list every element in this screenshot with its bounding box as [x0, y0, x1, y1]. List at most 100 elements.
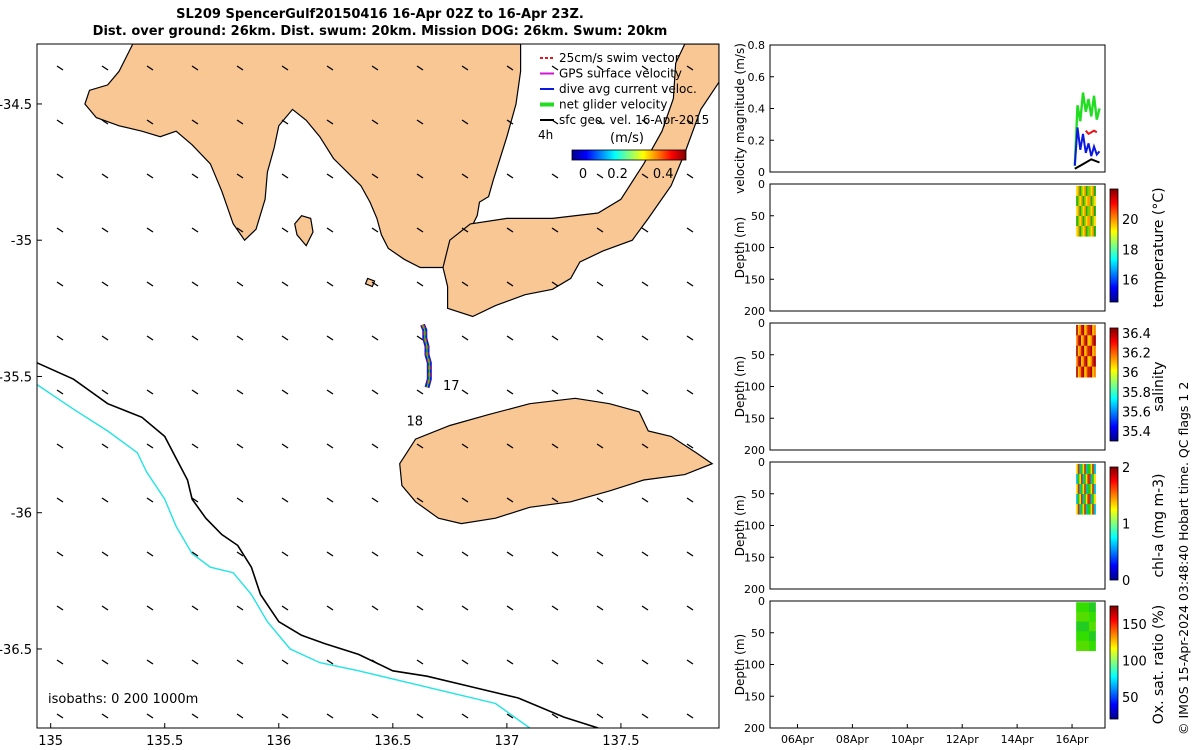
colorbar-label: (m/s): [610, 131, 644, 146]
heatmap-cell: [1080, 205, 1084, 217]
sfc-vector: [551, 389, 559, 395]
sfc-vector: [596, 713, 604, 719]
sfc-vector: [146, 389, 154, 395]
sfc-vector: [56, 443, 64, 449]
heatmap-cell: [1090, 463, 1093, 475]
heatmap-cell: [1076, 185, 1079, 197]
sfc-vector: [416, 65, 424, 71]
heatmap-cell: [1085, 621, 1088, 632]
heatmap-cell: [1084, 611, 1087, 623]
sfc-vector: [461, 335, 469, 341]
sfc-vector: [686, 443, 694, 449]
heatmap-cell: [1085, 345, 1088, 357]
heatmap-cell: [1079, 195, 1082, 207]
isobath-200: [37, 362, 599, 728]
heatmap-cell: [1084, 324, 1087, 336]
sfc-vector: [146, 227, 154, 233]
legend-entry: dive avg current veloc.: [559, 82, 697, 96]
sfc-vector: [506, 497, 514, 503]
time-xtick-label: 06Apr: [781, 733, 815, 746]
heatmap-cell: [1090, 356, 1093, 368]
heatmap-cell: [1093, 366, 1096, 378]
map-xtick-label: 135: [38, 734, 63, 749]
heatmap-cell: [1093, 483, 1096, 495]
sfc-vector: [416, 659, 424, 665]
sfc-vector: [461, 389, 469, 395]
colorbar-tick-label: 35.4: [1122, 425, 1151, 440]
heatmap-cell: [1079, 621, 1082, 632]
sfc-vector: [236, 497, 244, 503]
heatmap-cell: [1090, 631, 1093, 642]
sfc-vector: [641, 119, 649, 125]
sfc-vector: [506, 551, 514, 557]
heatmap-cell: [1084, 494, 1087, 505]
heatmap-cell: [1087, 621, 1090, 632]
sfc-vector: [371, 227, 379, 233]
sfc-vector: [236, 227, 244, 233]
velocity-ytick-label: 0: [758, 166, 765, 179]
heatmap-cell: [1080, 602, 1084, 613]
sfc-vector: [281, 281, 289, 287]
depth-ylabel: Depth (m): [733, 634, 747, 695]
heatmap-cell: [1085, 483, 1088, 495]
heatmap-cell: [1079, 483, 1082, 495]
sfc-vector: [146, 335, 154, 341]
sfc-vector: [236, 173, 244, 179]
sfc-vector: [236, 605, 244, 611]
heatmap-cell: [1077, 494, 1080, 505]
map-xtick-label: 137: [494, 734, 519, 749]
land-2: [399, 397, 714, 525]
depth-ytick-label: 50: [751, 627, 765, 640]
heatmap-cell: [1084, 216, 1087, 227]
heatmap-cell: [1076, 226, 1079, 237]
heatmap-cell: [1079, 226, 1082, 237]
heatmap-cell: [1093, 185, 1096, 197]
heatmap-cell: [1080, 324, 1084, 336]
heatmap-cell: [1088, 205, 1092, 217]
heatmap-cell: [1090, 621, 1093, 632]
heatmap-cell: [1090, 195, 1093, 207]
colorbar-tick-label: 18: [1122, 243, 1139, 258]
colorbar-tick-label: 0: [579, 167, 587, 182]
depth-panel-2: 0 50 100 150 200 Depth (m) 35.4 35.6 35.8 36 36.2 3…: [733, 317, 1167, 457]
heatmap-cell: [1076, 216, 1079, 227]
sfc-vector: [596, 551, 604, 557]
heatmap-cell: [1092, 631, 1095, 642]
heatmap-cell: [1076, 195, 1079, 207]
sfc-vector: [326, 389, 334, 395]
sfc-vector: [641, 281, 649, 287]
heatmap-cell: [1084, 640, 1087, 652]
heatmap-cell: [1079, 356, 1082, 368]
sfc-vector: [191, 605, 199, 611]
sfc-vector: [236, 713, 244, 719]
heatmap-cell: [1085, 463, 1088, 475]
sfc-vector: [101, 605, 109, 611]
heatmap-cell: [1088, 494, 1092, 505]
sfc-vector: [281, 605, 289, 611]
depth-ytick-label: 0: [758, 178, 765, 191]
heatmap-cell: [1076, 345, 1079, 357]
heatmap-cell: [1088, 483, 1092, 495]
heatmap-cell: [1084, 226, 1087, 237]
sfc-vector: [506, 65, 514, 71]
sfc-vector: [191, 389, 199, 395]
heatmap-cell: [1088, 356, 1092, 368]
sfc-vector: [551, 335, 559, 341]
colorbar-note: 4h: [538, 128, 553, 142]
heatmap-cell: [1082, 483, 1085, 495]
sfc-vector: [281, 443, 289, 449]
sfc-vector: [326, 713, 334, 719]
sfc-vector: [191, 335, 199, 341]
heatmap-cell: [1084, 504, 1087, 515]
sfc-vector: [506, 389, 514, 395]
heatmap-cell: [1082, 356, 1085, 368]
sfc-vector: [56, 65, 64, 71]
depth-colorbar: [1109, 327, 1119, 442]
colorbar-label: temperature (°C): [1151, 187, 1167, 307]
sfc-vector: [146, 173, 154, 179]
colorbar-tick-label: 36.2: [1122, 347, 1151, 362]
sfc-vector: [101, 659, 109, 665]
heatmap-cell: [1082, 185, 1085, 197]
sfc-vector: [416, 497, 424, 503]
heatmap-cell: [1092, 504, 1095, 515]
